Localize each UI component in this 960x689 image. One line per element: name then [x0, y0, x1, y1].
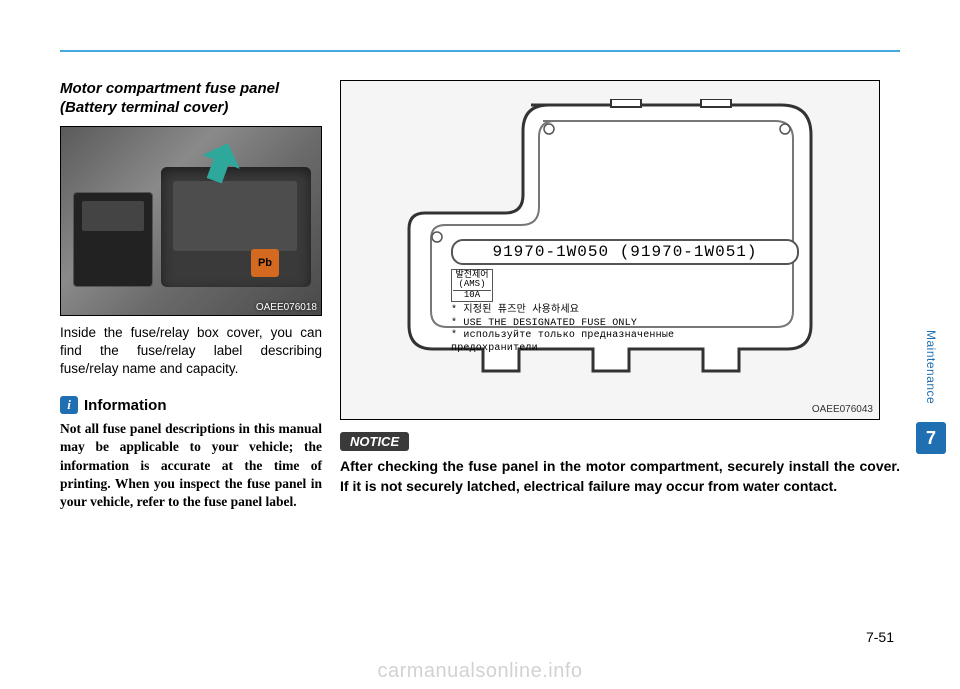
cover-outline: 91970-1W050 (91970-1W051) 발전제어 (AMS) 10A… [381, 99, 841, 389]
battery-photo: Pb OAEE076018 [60, 126, 322, 316]
label-line: предохранители [451, 343, 799, 356]
page-number: 7-51 [866, 629, 894, 645]
cover-diagram: 91970-1W050 (91970-1W051) 발전제어 (AMS) 10A… [340, 80, 880, 420]
side-tab-number: 7 [916, 422, 946, 454]
info-text: Not all fuse panel descriptions in this … [60, 420, 322, 511]
label-line: * 지정된 퓨즈만 사용하세요 [451, 305, 799, 318]
pb-badge: Pb [251, 249, 279, 277]
page-frame: Motor compartment fuse panel (Battery te… [60, 50, 900, 650]
fuse-line2: (AMS) [453, 280, 491, 289]
fuse-amp: 10A [453, 290, 491, 300]
photo-id: OAEE076018 [256, 302, 317, 313]
side-tab-label: Maintenance [924, 330, 938, 404]
left-column: Motor compartment fuse panel (Battery te… [60, 80, 322, 511]
watermark: carmanualsonline.info [0, 660, 960, 683]
info-heading: i Information [60, 396, 322, 414]
diagram-id: OAEE076043 [812, 404, 873, 415]
label-lines: * 지정된 퓨즈만 사용하세요 * USE THE DESIGNATED FUS… [451, 305, 799, 355]
body-text: Inside the fuse/relay box cover, you can… [60, 324, 322, 379]
notice-text: After checking the fuse panel in the mot… [340, 457, 900, 496]
content-columns: Motor compartment fuse panel (Battery te… [60, 52, 900, 511]
info-icon: i [60, 396, 78, 414]
battery-shape: Pb [161, 167, 311, 287]
section-title: Motor compartment fuse panel (Battery te… [60, 80, 322, 118]
right-column: 91970-1W050 (91970-1W051) 발전제어 (AMS) 10A… [340, 80, 900, 511]
part-number-plate: 91970-1W050 (91970-1W051) [451, 239, 799, 265]
fusebox-shape [73, 192, 153, 287]
label-line: * USE THE DESIGNATED FUSE ONLY [451, 318, 799, 331]
label-plate: 91970-1W050 (91970-1W051) 발전제어 (AMS) 10A… [451, 239, 799, 355]
fuse-slot: 발전제어 (AMS) 10A [451, 269, 493, 302]
info-label: Information [84, 397, 167, 414]
label-line: * используйте только предназначенные [451, 330, 799, 343]
notice-badge: NOTICE [340, 432, 409, 451]
